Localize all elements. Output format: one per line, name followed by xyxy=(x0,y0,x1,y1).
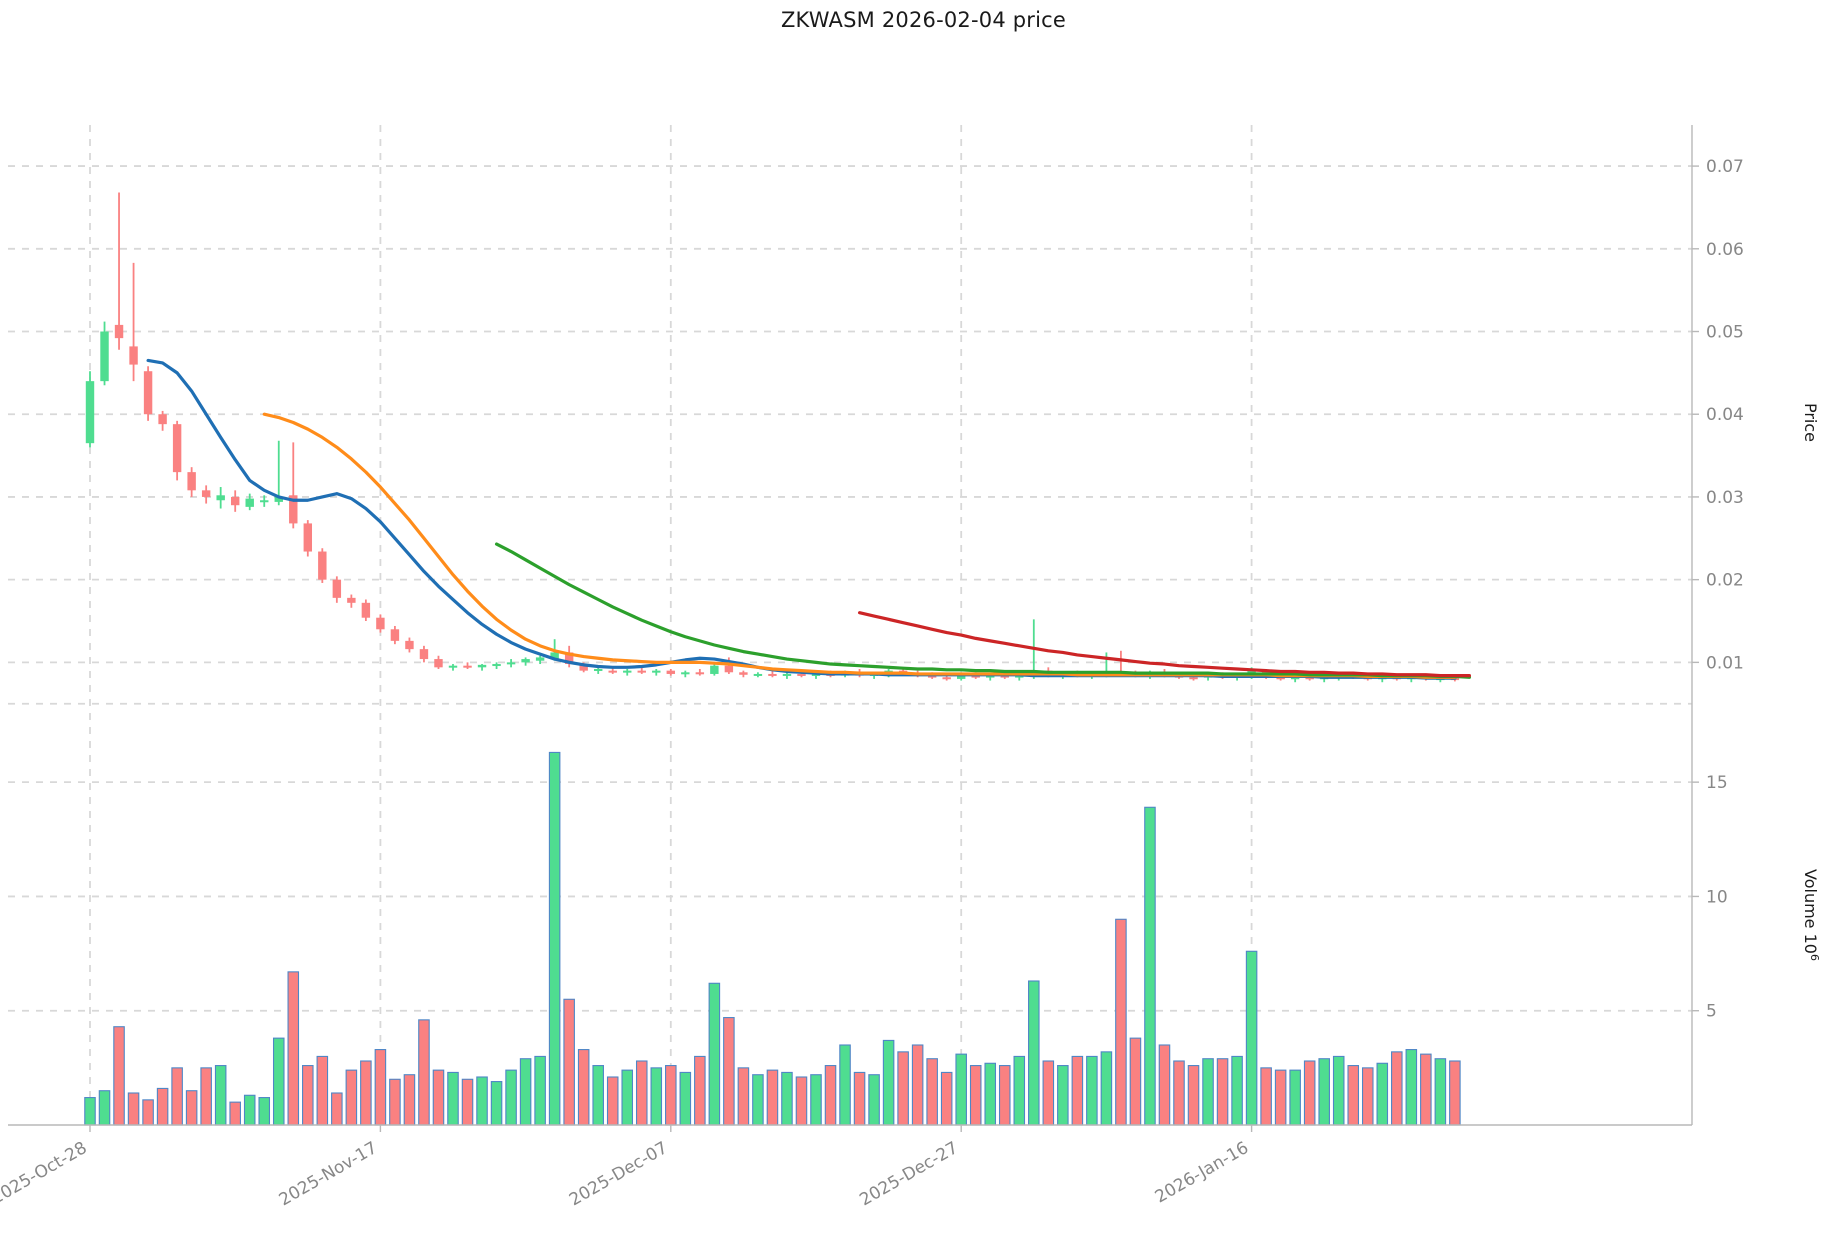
svg-text:Volume 106: Volume 106 xyxy=(1801,869,1821,961)
volume-bars xyxy=(84,751,1461,1126)
grid-lines xyxy=(8,125,1692,1125)
volume-tick-label: 15 xyxy=(1706,773,1728,793)
price-tick-label: 0.07 xyxy=(1706,157,1744,177)
volume-tick-label: 5 xyxy=(1706,1002,1717,1022)
chart-title: ZKWASM 2026-02-04 price xyxy=(780,8,1067,32)
candlesticks xyxy=(85,192,1460,683)
x-tick-label: 2025-Dec-27 xyxy=(856,1138,961,1210)
price-tick-label: 0.03 xyxy=(1706,488,1744,508)
volume-axis-title: Volume 106 xyxy=(1801,869,1821,961)
price-axis-title: Price xyxy=(1801,403,1820,442)
moving-average-lines xyxy=(146,358,1472,680)
volume-tick-label: 10 xyxy=(1706,887,1728,907)
price-tick-label: 0.02 xyxy=(1706,571,1744,591)
axis-spines xyxy=(8,125,1693,1126)
price-tick-label: 0.06 xyxy=(1706,240,1744,260)
x-tick-label: 2025-Nov-17 xyxy=(276,1138,381,1210)
price-tick-label: 0.05 xyxy=(1706,323,1744,343)
x-tick-label: 2025-Oct-28 xyxy=(0,1138,90,1209)
price-tick-label: 0.01 xyxy=(1706,653,1744,673)
x-tick-label: 2026-Jan-16 xyxy=(1152,1138,1252,1207)
x-tick-label: 2025-Dec-07 xyxy=(566,1138,671,1210)
price-tick-label: 0.04 xyxy=(1706,405,1744,425)
